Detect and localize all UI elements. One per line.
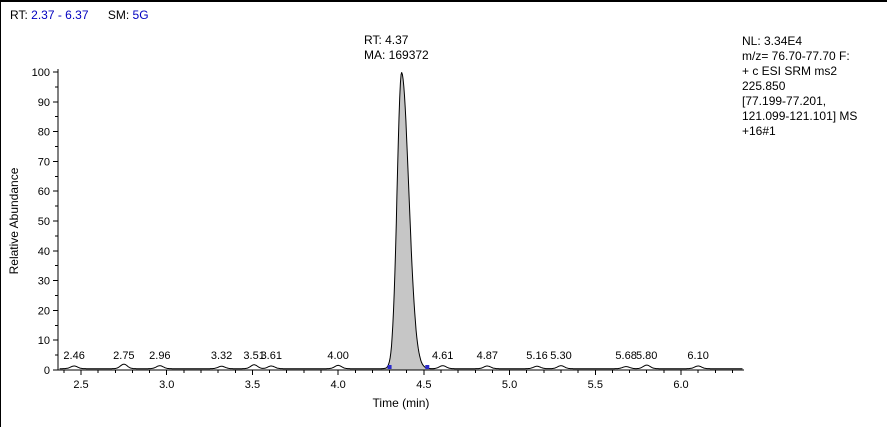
scan-filter-line: + c ESI SRM ms2	[742, 64, 838, 78]
y-tick-label: 50	[38, 216, 50, 228]
integration-marker	[425, 365, 430, 369]
y-tick-label: 90	[38, 97, 50, 109]
x-axis-ticks	[63, 370, 733, 375]
peak-rt-label: RT: 4.37	[364, 33, 409, 47]
minor-peak-label: 3.51	[243, 350, 264, 362]
minor-peak-label: 3.32	[211, 350, 232, 362]
minor-peak-label: 5.80	[636, 350, 657, 362]
signal-trace	[59, 72, 743, 370]
minor-peak-label: 6.10	[687, 350, 708, 362]
peak-annotation: RT: 4.37 MA: 169372	[364, 33, 429, 63]
y-tick-label: 0	[44, 365, 50, 377]
x-tick-label: 2.5	[73, 379, 88, 391]
y-axis-labels: 0 10 20 30 40 50 60 70 80 90 100	[32, 67, 50, 377]
rt-range-value: 2.37 - 6.37	[31, 8, 89, 22]
x-tick-label: 3.0	[159, 379, 174, 391]
rt-range-key: RT:	[10, 8, 28, 22]
y-tick-label: 30	[38, 276, 50, 288]
minor-peak-labels: 2.46 2.75 2.96 3.32 3.513.61 4.00 4.61 4.87 5.16…	[63, 350, 708, 362]
smoothing-key: SM:	[107, 8, 130, 22]
y-tick-label: 70	[38, 156, 50, 168]
integration-marker	[387, 365, 392, 369]
peak-area-label: MA: 169372	[364, 48, 429, 62]
nl-value: NL: 3.34E4	[742, 34, 803, 48]
smoothing-value: 5G	[132, 8, 149, 22]
scan-filter-line: 121.099-121.101] MS	[742, 109, 858, 123]
scan-filter-line: m/z= 76.70-77.70 F:	[742, 49, 850, 63]
minor-peak-label: 5.68	[615, 350, 636, 362]
minor-peak-label: 2.46	[63, 350, 84, 362]
y-tick-label: 40	[38, 246, 50, 258]
scan-header: RT: 2.37 - 6.37 SM: 5G	[10, 8, 149, 22]
x-tick-label: 3.5	[245, 379, 260, 391]
minor-peak-label: 5.16	[526, 350, 547, 362]
scan-filter-line: 225.850	[742, 79, 786, 93]
integration-markers	[387, 365, 430, 369]
x-tick-label: 4.0	[330, 379, 345, 391]
scan-filter-line: +16#1	[742, 124, 776, 138]
minor-peak-label: 3.61	[261, 350, 282, 362]
main-peak-fill	[381, 72, 435, 371]
scan-info-panel: NL: 3.34E4 m/z= 76.70-77.70 F: + c ESI S…	[742, 34, 886, 139]
x-tick-label: 5.0	[502, 379, 517, 391]
y-tick-label: 60	[38, 186, 50, 198]
y-axis-ticks	[53, 71, 58, 371]
minor-peak-label: 5.30	[550, 350, 571, 362]
scan-filter-line: [77.199-77.201,	[742, 94, 827, 108]
minor-peak-label: 2.75	[113, 350, 134, 362]
y-tick-label: 10	[38, 335, 50, 347]
minor-peak-label: 4.87	[477, 350, 498, 362]
minor-peak-label: 4.61	[432, 350, 453, 362]
x-axis-title: Time (min)	[373, 396, 430, 410]
x-tick-label: 5.5	[588, 379, 603, 391]
x-tick-label: 6.0	[673, 379, 688, 391]
x-tick-label: 4.5	[416, 379, 431, 391]
y-tick-label: 80	[38, 127, 50, 139]
y-axis-title: Relative Abundance	[7, 167, 21, 274]
x-axis-labels: 2.5 3.0 3.5 4.0 4.5 5.0 5.5 6.0	[73, 379, 688, 391]
minor-peak-label: 2.96	[149, 350, 170, 362]
y-tick-label: 100	[32, 67, 50, 79]
y-tick-label: 20	[38, 305, 50, 317]
minor-peak-label: 4.00	[327, 350, 348, 362]
